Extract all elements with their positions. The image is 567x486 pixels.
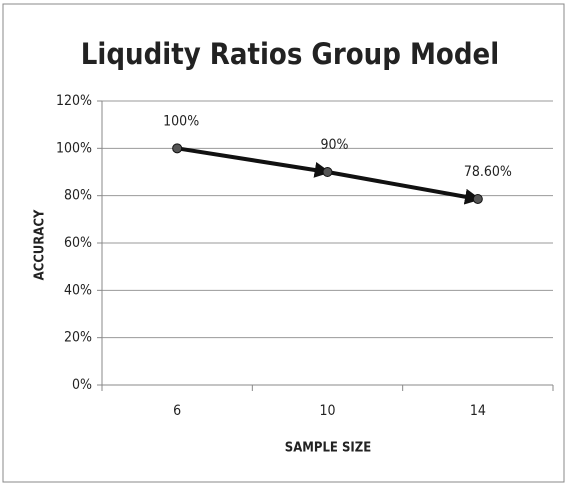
data-label: 90%: [321, 137, 349, 153]
x-tick-label: 14: [470, 403, 486, 419]
data-label: 100%: [163, 113, 199, 129]
y-axis-label: ACCURACY: [33, 209, 48, 280]
y-tick-label: 120%: [56, 93, 92, 109]
y-tick-label: 40%: [64, 282, 92, 298]
data-point: [322, 167, 333, 177]
data-label: 78.60%: [464, 164, 512, 180]
data-point: [172, 143, 183, 154]
data-point: [472, 193, 483, 204]
y-tick-label: 80%: [64, 188, 92, 204]
y-tick-label: 20%: [64, 330, 92, 346]
y-tick-label: 0%: [72, 377, 92, 393]
chart-title: Liqudity Ratios Group Model: [81, 37, 499, 71]
y-tick-label: 60%: [64, 235, 92, 251]
x-axis-label: SAMPLE SIZE: [285, 441, 371, 456]
x-tick-label: 6: [173, 403, 181, 419]
x-tick-label: 10: [319, 403, 335, 419]
y-tick-label: 100%: [56, 140, 92, 156]
